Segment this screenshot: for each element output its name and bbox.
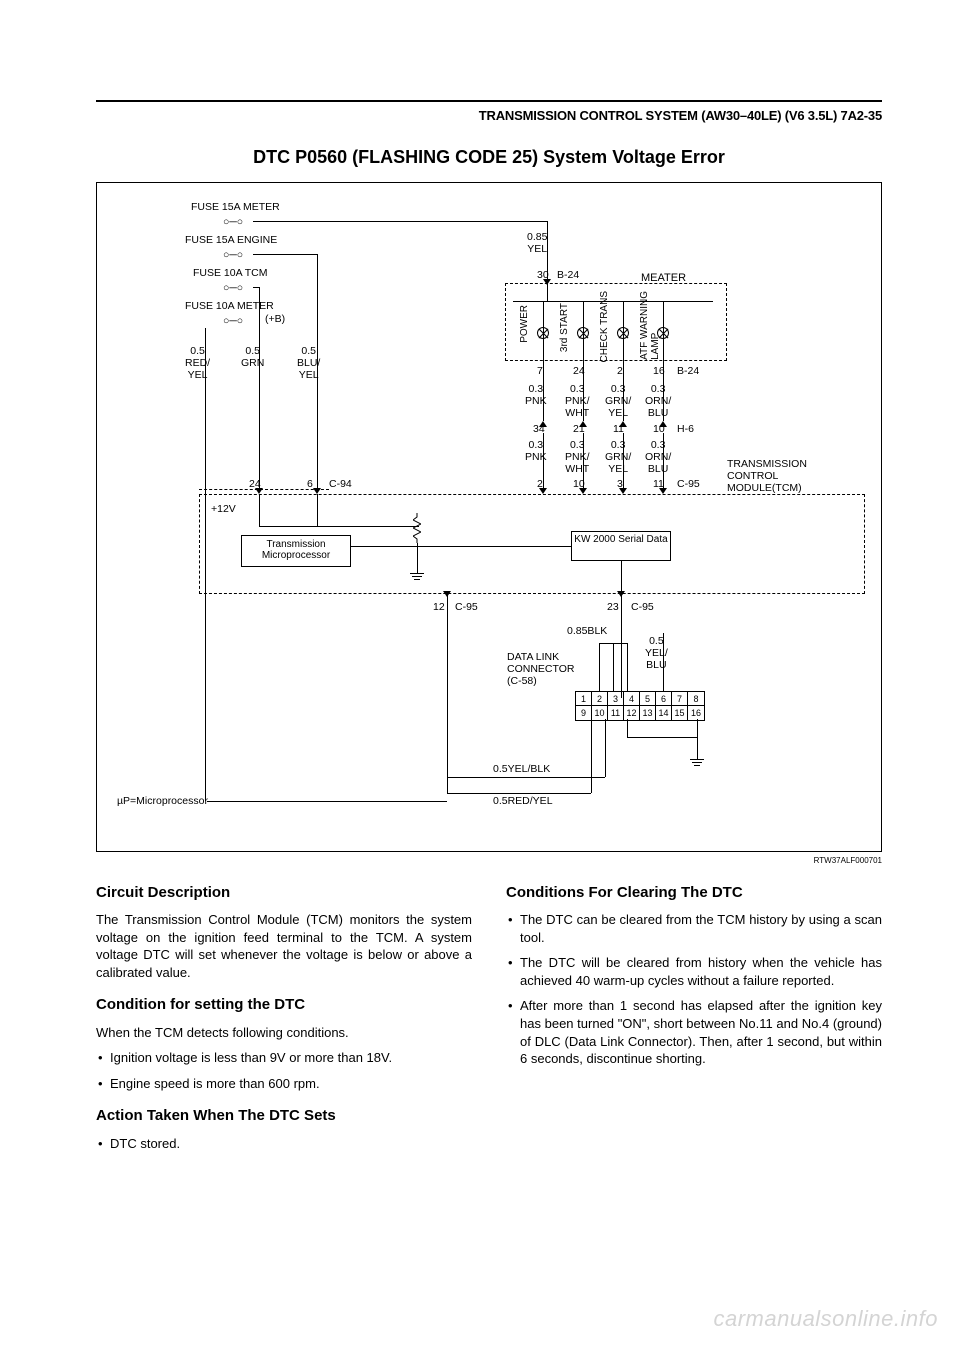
meater-box [505,283,727,361]
resistor-icon [413,513,421,543]
wire-label: 0.5YEL/BLK [493,763,550,775]
pin-label: 12 [433,601,445,613]
fuse-symbol: ○─○ [223,216,243,228]
tcm-label: TRANSMISSION CONTROL MODULE(TCM) [727,458,807,494]
page-title: DTC P0560 (FLASHING CODE 25) System Volt… [96,147,882,168]
wire-label: 0.3 PNK/ WHT [565,383,590,419]
trans-micro-box: Transmission Microprocessor [241,535,351,567]
lamp-label: ATF WARNING LAMP [639,291,661,360]
plus12: +12V [211,503,236,515]
fuse-symbol: ○─○ [223,249,243,261]
connector-label: H-6 [677,423,694,435]
lamp-label: 3rd START [559,303,570,352]
fuse-label: FUSE 10A METER [185,300,274,312]
wire-label: 0.5 GRN [241,345,264,369]
section-heading: Action Taken When The DTC Sets [96,1106,472,1126]
fuse-label: FUSE 15A ENGINE [185,234,277,246]
connector-label: C-94 [329,478,352,490]
wire-label: 0.85 YEL [527,231,547,255]
list-item: Ignition voltage is less than 9V or more… [96,1049,472,1067]
right-column: Conditions For Clearing The DTC The DTC … [506,883,882,1160]
ground-icon [690,759,704,766]
text-columns: Circuit Description The Transmission Con… [96,883,882,1160]
fuse-label: FUSE 15A METER [191,201,280,213]
wire-label: 0.3 ORN/ BLU [645,439,671,475]
wire-label: 0.5 BLU/ YEL [297,345,320,381]
wire-label: 0.3 ORN/ BLU [645,383,671,419]
section-heading: Conditions For Clearing The DTC [506,883,882,903]
pin-label: 7 [537,365,543,377]
section-heading: Condition for setting the DTC [96,995,472,1015]
plus-b: (+B) [265,313,285,325]
connector-label: B-24 [677,365,699,377]
left-column: Circuit Description The Transmission Con… [96,883,472,1160]
section-heading: Circuit Description [96,883,472,903]
paragraph: The Transmission Control Module (TCM) mo… [96,911,472,981]
wire-label: 0.85BLK [567,625,607,637]
connector-label: C-95 [677,478,700,490]
fuse-label: FUSE 10A TCM [193,267,268,279]
wire-label: 0.5 YEL/ BLU [645,635,668,671]
list-item: The DTC will be cleared from history whe… [506,954,882,989]
connector-label: C-95 [455,601,478,613]
fuse-symbol: ○─○ [223,315,243,327]
wire-label: 0.5 RED/ YEL [185,345,210,381]
diagram-reference: RTW37ALF000701 [96,856,882,865]
fuse-symbol: ○─○ [223,282,243,294]
list-item: Engine speed is more than 600 rpm. [96,1075,472,1093]
wiring-diagram: FUSE 15A METER ○─○ FUSE 15A ENGINE ○─○ F… [96,182,882,852]
pin-label: 23 [607,601,619,613]
footnote: µP=Microprocessor [117,795,208,807]
header-rule [96,100,882,102]
pin-label: 2 [617,365,623,377]
dlc-label: DATA LINK CONNECTOR (C-58) [507,651,574,687]
wire-label: 0.5RED/YEL [493,795,553,807]
wire-label: 0.3 GRN/ YEL [605,383,631,419]
list-item: After more than 1 second has elapsed aft… [506,997,882,1067]
list-item: The DTC can be cleared from the TCM hist… [506,911,882,946]
ground-icon [410,573,424,580]
connector-label: C-95 [631,601,654,613]
page-header: TRANSMISSION CONTROL SYSTEM (AW30–40LE) … [96,108,882,123]
kw2000-box: KW 2000 Serial Data [571,531,671,561]
wire-label: 0.3 PNK/ WHT [565,439,590,475]
list-item: DTC stored. [96,1135,472,1153]
paragraph: When the TCM detects following condition… [96,1024,472,1042]
wire-label: 0.3 GRN/ YEL [605,439,631,475]
dlc-connector: 12345678 910111213141516 [575,691,705,721]
lamp-label: POWER [519,305,530,343]
lamp-label: CHECK TRANS [599,291,610,363]
connector-label: B-24 [557,269,579,281]
watermark: carmanualsonline.info [713,1306,938,1332]
